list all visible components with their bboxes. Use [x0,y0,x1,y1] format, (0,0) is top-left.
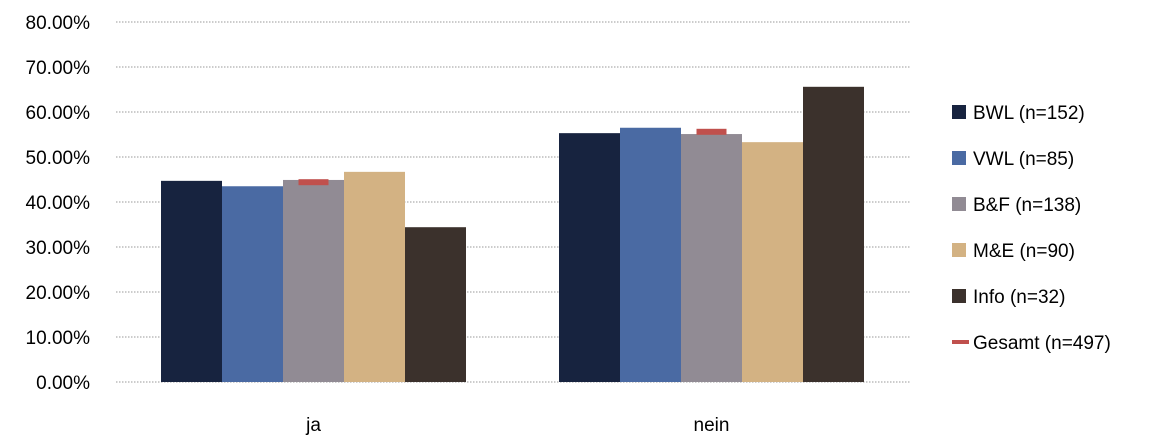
y-axis-tick-labels: 0.00% 10.00% 20.00% 30.00% 40.00% 50.00% 60.00… [26,13,91,394]
category-label: ja [305,415,321,436]
legend: BWL (n=152) VWL (n=85) B&F (n=138) M&E (n=9… [952,103,1111,354]
legend-swatch [952,289,966,303]
bar [681,134,742,382]
bar [344,171,405,382]
y-tick-label: 70.00% [26,58,91,79]
category-labels: ja nein [305,415,729,436]
gesamt-marker [696,128,727,135]
bar [161,180,222,382]
legend-label: Info (n=32) [973,287,1065,308]
y-tick-label: 60.00% [26,103,91,124]
y-tick-label: 80.00% [26,13,91,34]
bar [803,86,864,383]
bar [405,227,466,382]
y-tick-label: 40.00% [26,193,91,214]
legend-label: Gesamt (n=497) [973,333,1111,354]
legend-label: VWL (n=85) [973,149,1074,170]
gesamt-markers [298,128,727,186]
y-tick-label: 10.00% [26,328,91,349]
bar [559,133,620,382]
bar [283,179,344,382]
category-label: nein [694,415,730,436]
bar [742,142,803,382]
legend-swatch [952,105,966,119]
y-tick-label: 20.00% [26,283,91,304]
legend-label: M&E (n=90) [973,241,1075,262]
legend-swatch [952,243,966,257]
legend-label: B&F (n=138) [973,195,1081,216]
legend-swatch [952,197,966,211]
y-tick-label: 50.00% [26,148,91,169]
bars [161,86,864,383]
bar [620,127,681,382]
legend-swatch [952,340,969,344]
y-tick-label: 0.00% [36,373,90,394]
bar [222,186,283,382]
gesamt-marker [298,179,329,186]
y-tick-label: 30.00% [26,238,91,259]
legend-swatch [952,151,966,165]
legend-label: BWL (n=152) [973,103,1085,124]
